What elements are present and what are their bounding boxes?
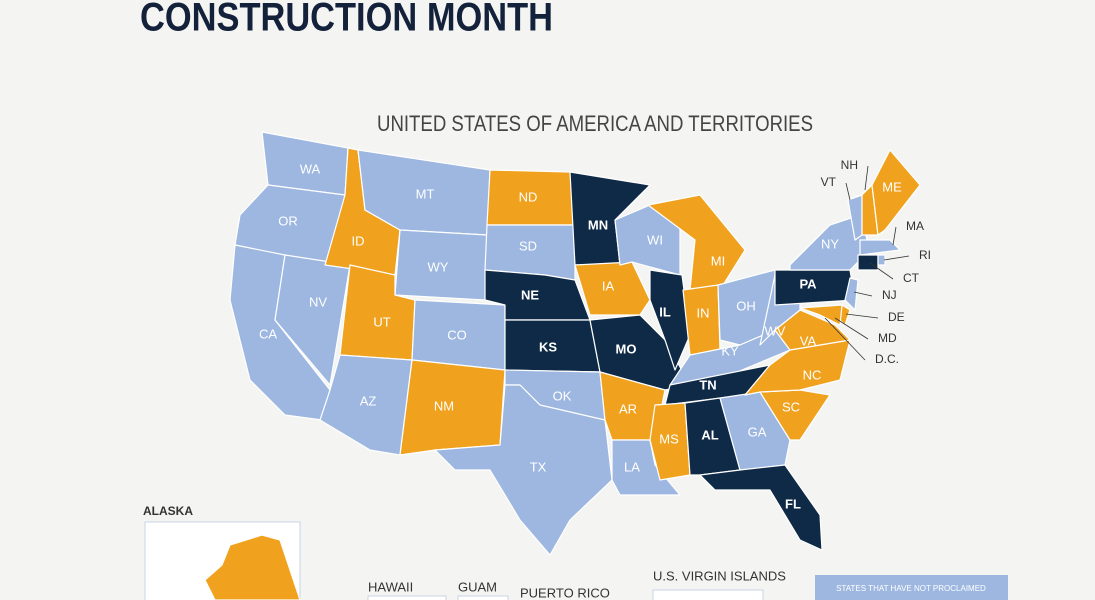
state-label: KS [539,339,557,354]
state-label: AR [619,401,637,416]
state-label: CO [447,327,467,342]
states [229,131,921,556]
state-label: GA [748,424,767,439]
state-label: IA [602,278,615,293]
state-label: MI [711,253,725,268]
state-label: OK [553,388,572,403]
map-title: UNITED STATES OF AMERICA AND TERRITORIES [377,111,813,136]
callout-line [824,317,866,361]
callout-line [892,226,897,246]
state-label: NJ [882,288,897,302]
alaska-shape [204,534,301,600]
callout-line [869,262,894,280]
state-shape [799,304,843,326]
territory-label: HAWAII [368,579,413,594]
state-label: WY [428,259,449,274]
state-shape [744,339,851,396]
state-shape [844,277,859,311]
state-label: NV [309,294,327,309]
state-label: WV [765,323,786,338]
hawaii-box [367,595,447,600]
usvi-box [652,589,764,600]
state-label: OH [736,298,756,313]
state-label: CA [259,326,277,341]
callout-line [845,182,851,201]
state-shape [871,149,921,236]
state-label: ID [352,233,365,248]
state-label: FL [785,496,801,511]
state-shape [877,254,886,266]
state-label: NM [434,398,454,413]
state-label: NY [821,236,839,251]
state-label: SD [519,238,537,253]
state-label: NC [803,367,822,382]
state-label: MS [659,431,679,446]
state-label: MD [878,331,897,345]
state-label: VT [821,175,837,189]
state-label: SC [782,399,800,414]
callout-line [845,313,879,319]
territory-label: U.S. VIRGIN ISLANDS [653,568,786,583]
state-label: MN [588,217,608,232]
state-shape [857,254,879,271]
state-label: UT [373,314,390,329]
state-label: WA [300,161,321,176]
territory-label: PUERTO RICO [520,585,610,600]
state-label: OR [278,213,298,228]
legend-label: STATES THAT HAVE NOT PROCLAIMED [836,584,986,593]
state-label: LA [624,459,640,474]
state-label: DE [888,310,905,324]
state-shape [649,402,691,481]
guam-box [457,595,509,600]
alaska-label: ALASKA [143,504,193,518]
state-label: AZ [360,393,377,408]
state-label: NE [521,287,539,302]
state-label: TX [530,459,547,474]
state-shape [649,269,691,371]
page-title: CONSTRUCTION MONTH [140,0,553,40]
state-label: IN [697,305,710,320]
state-label: VA [800,333,817,348]
state-label: MO [616,341,637,356]
callout-line [864,165,869,191]
state-label: IL [659,304,671,319]
state-label: WI [647,232,663,247]
state-label: MA [906,219,924,233]
territory-label: GUAM [458,579,497,594]
state-shape [434,384,613,556]
state-label: TN [699,377,716,392]
state-label: NH [841,158,858,172]
state-label: ME [882,179,902,194]
state-shape [859,239,901,256]
state-label: RI [919,248,931,262]
state-label: CT [903,271,920,285]
state-label: D.C. [875,352,899,366]
state-label: AL [701,427,718,442]
callout-line [883,255,910,261]
legend-swatch [815,575,1008,600]
state-labels: WA OR CA NV ID MT WY UT AZ CO NM ND SD NE KS OK TX MN IA MO… [259,158,931,511]
state-label: PA [799,276,817,291]
state-label: KY [721,343,739,358]
state-label: MT [416,186,435,201]
callout-line [853,291,873,297]
state-shape [699,464,823,551]
callout-line [834,317,869,340]
state-label: ND [519,189,538,204]
